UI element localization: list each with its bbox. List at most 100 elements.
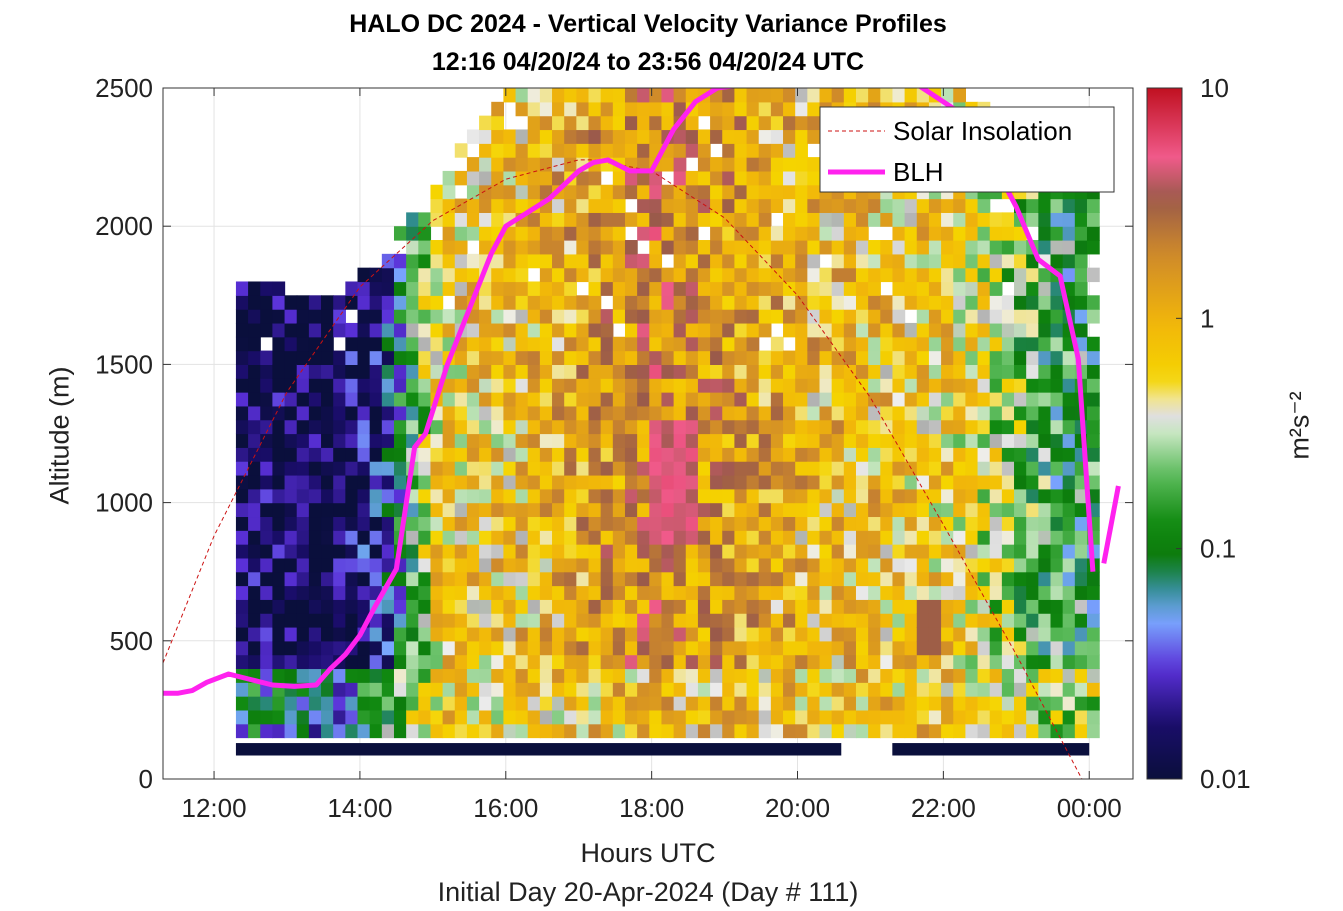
heatmap-cell bbox=[479, 447, 492, 462]
heatmap-cell bbox=[442, 474, 456, 490]
heatmap-cell bbox=[637, 143, 650, 158]
heatmap-cell bbox=[381, 405, 395, 421]
heatmap-cell bbox=[758, 585, 772, 600]
heatmap-cell bbox=[685, 295, 699, 310]
heatmap-cell bbox=[819, 530, 833, 545]
heatmap-cell bbox=[892, 502, 906, 518]
heatmap-cell bbox=[831, 668, 845, 683]
heatmap-cell bbox=[831, 488, 845, 504]
heatmap-cell bbox=[722, 322, 736, 338]
heatmap-cell bbox=[722, 502, 736, 518]
heatmap-cell bbox=[624, 488, 638, 504]
heatmap-cell bbox=[491, 115, 505, 131]
heatmap-cell bbox=[673, 295, 687, 310]
heatmap-cell bbox=[491, 309, 505, 324]
heatmap-cell bbox=[588, 405, 602, 421]
heatmap-cell bbox=[649, 364, 663, 379]
heatmap-cell bbox=[600, 557, 614, 573]
heatmap-cell bbox=[1038, 668, 1052, 683]
heatmap-cell bbox=[296, 350, 310, 365]
heatmap-cell bbox=[880, 516, 894, 531]
heatmap-cell bbox=[746, 682, 760, 697]
heatmap-cell bbox=[515, 419, 529, 435]
heatmap-cell bbox=[697, 198, 711, 213]
heatmap-cell bbox=[977, 336, 991, 352]
heatmap-cell bbox=[624, 571, 638, 587]
heatmap-cell bbox=[904, 502, 918, 518]
heatmap-cell bbox=[369, 309, 383, 324]
heatmap-cell bbox=[430, 295, 444, 310]
heatmap-cell bbox=[272, 295, 286, 310]
heatmap-cell bbox=[539, 585, 553, 600]
heatmap-cell bbox=[758, 143, 772, 158]
heatmap-cell bbox=[710, 433, 723, 448]
heatmap-cell bbox=[673, 696, 687, 711]
heatmap-cell bbox=[357, 723, 371, 739]
heatmap-cell bbox=[418, 240, 432, 255]
heatmap-cell bbox=[685, 488, 699, 504]
heatmap-cell bbox=[296, 723, 310, 739]
heatmap-cell bbox=[734, 419, 748, 435]
heatmap-cell bbox=[515, 129, 529, 144]
heatmap-cell bbox=[454, 474, 468, 490]
heatmap-cell bbox=[916, 696, 930, 711]
heatmap-cell bbox=[795, 378, 808, 393]
heatmap-cell bbox=[539, 709, 553, 725]
heatmap-cell bbox=[831, 723, 845, 739]
heatmap-cell bbox=[296, 295, 310, 310]
heatmap-cell bbox=[831, 267, 845, 283]
heatmap-cell bbox=[758, 433, 772, 448]
heatmap-cell bbox=[661, 336, 675, 352]
heatmap-cell bbox=[588, 143, 602, 158]
heatmap-cell bbox=[855, 530, 869, 545]
heatmap-cell bbox=[418, 626, 432, 642]
heatmap-cell bbox=[418, 544, 432, 559]
heatmap-cell bbox=[515, 709, 529, 725]
heatmap-cell bbox=[321, 585, 334, 600]
heatmap-cell bbox=[989, 557, 1003, 573]
heatmap-cell bbox=[1050, 253, 1064, 269]
heatmap-cell bbox=[539, 336, 553, 352]
heatmap-cell bbox=[734, 488, 748, 504]
heatmap-cell bbox=[758, 364, 772, 379]
heatmap-cell bbox=[381, 322, 395, 338]
heatmap-cell bbox=[357, 405, 371, 421]
heatmap-cell bbox=[685, 613, 699, 628]
heatmap-cell bbox=[661, 640, 675, 656]
heatmap-cell bbox=[868, 419, 881, 435]
heatmap-cell bbox=[284, 557, 298, 573]
heatmap-cell bbox=[1062, 253, 1076, 269]
heatmap-cell bbox=[454, 626, 468, 642]
heatmap-cell bbox=[965, 461, 979, 476]
heatmap-cell bbox=[393, 267, 407, 283]
heatmap-cell bbox=[503, 378, 517, 393]
heatmap-cell bbox=[321, 599, 334, 614]
heatmap-cell bbox=[442, 585, 456, 600]
heatmap-cell bbox=[904, 198, 918, 213]
heatmap-cell bbox=[576, 378, 590, 393]
heatmap-cell bbox=[722, 143, 736, 158]
heatmap-cell bbox=[430, 488, 444, 504]
heatmap-cell bbox=[783, 226, 796, 241]
heatmap-cell bbox=[928, 433, 942, 448]
heatmap-cell bbox=[1014, 378, 1027, 393]
heatmap-cell bbox=[600, 198, 614, 213]
heatmap-cell bbox=[868, 295, 881, 310]
heatmap-cell bbox=[479, 571, 492, 587]
heatmap-cell bbox=[770, 253, 784, 269]
heatmap-cell bbox=[746, 253, 760, 269]
heatmap-cell bbox=[953, 433, 967, 448]
heatmap-cell bbox=[503, 530, 517, 545]
heatmap-cell bbox=[770, 226, 784, 241]
heatmap-cell bbox=[406, 682, 419, 697]
heatmap-cell bbox=[722, 447, 736, 462]
heatmap-cell bbox=[418, 682, 432, 697]
heatmap-cell bbox=[539, 723, 553, 739]
heatmap-cell bbox=[710, 198, 723, 213]
heatmap-cell bbox=[953, 585, 967, 600]
heatmap-cell bbox=[649, 129, 663, 144]
heatmap-cell bbox=[466, 350, 480, 365]
heatmap-cell bbox=[552, 157, 565, 172]
heatmap-cell bbox=[539, 281, 553, 296]
heatmap-cell bbox=[649, 198, 663, 213]
